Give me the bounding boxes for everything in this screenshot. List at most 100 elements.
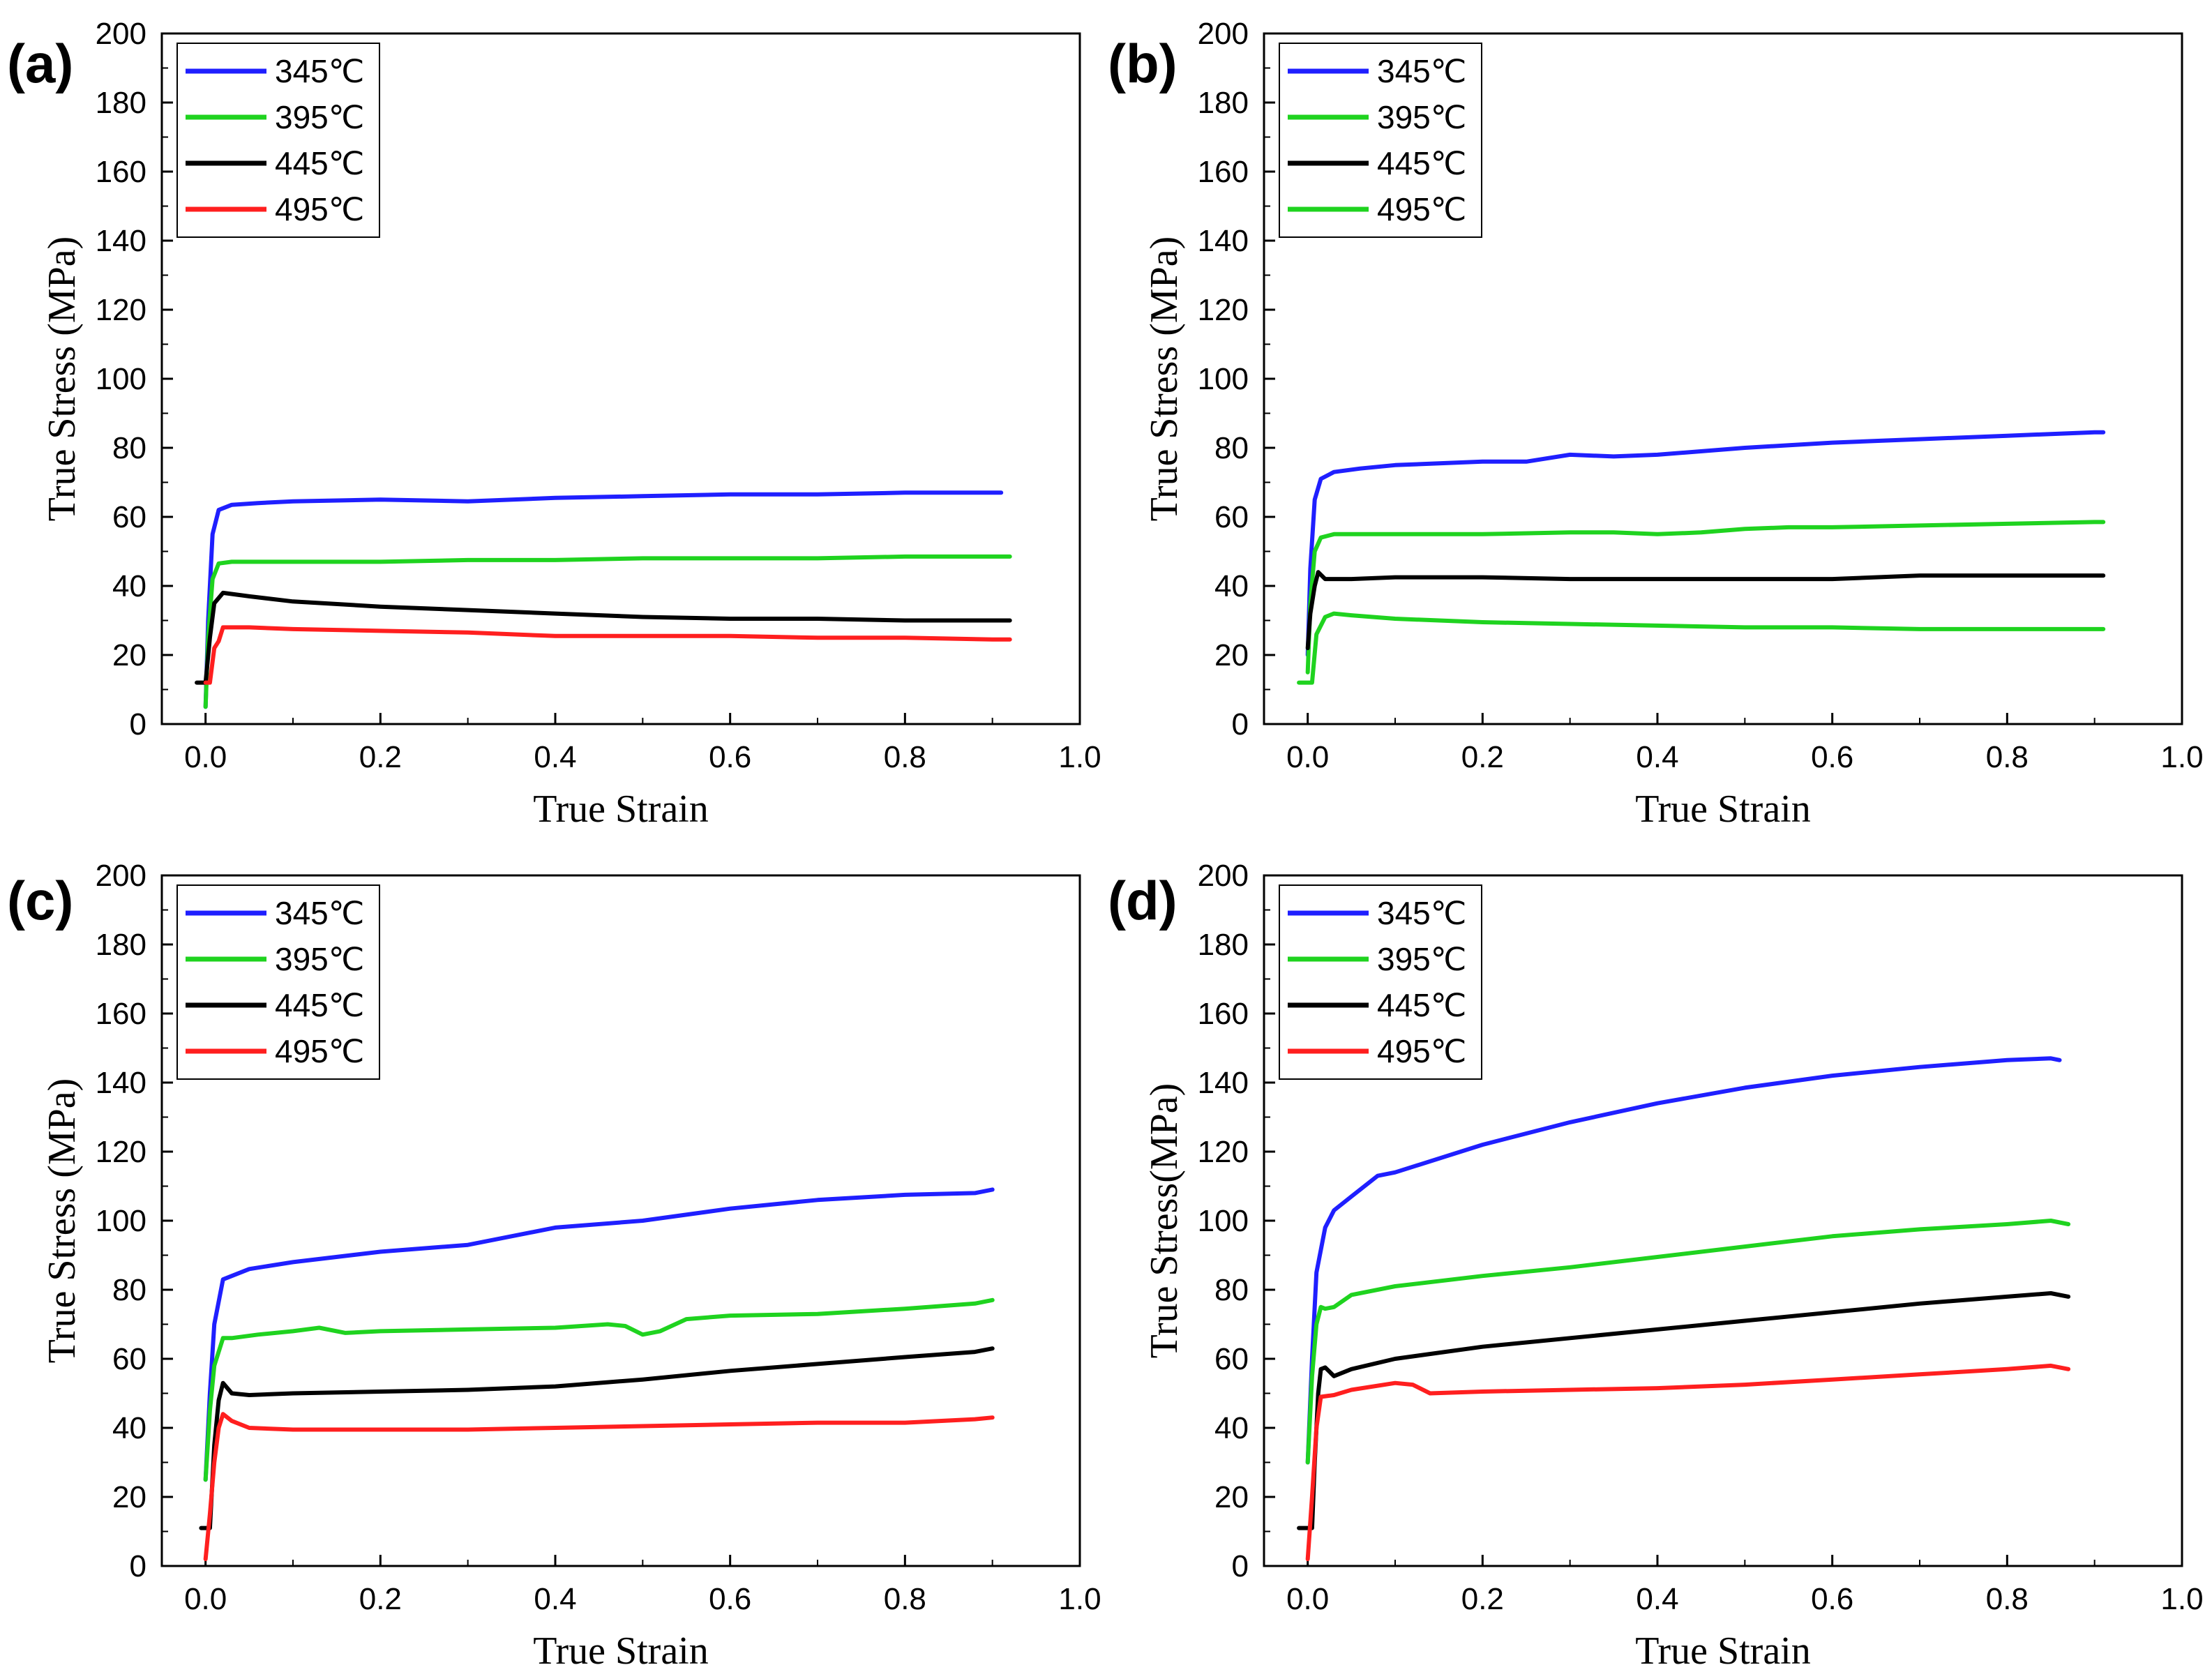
y-tick-label: 20 xyxy=(112,638,146,672)
x-tick-label: 0.6 xyxy=(1811,1582,1853,1616)
x-tick-label: 1.0 xyxy=(2160,740,2203,774)
x-tick-label: 0.8 xyxy=(1986,1582,2029,1616)
series-line-1 xyxy=(1305,520,2106,675)
legend-label: 345℃ xyxy=(1377,895,1466,931)
x-tick-label: 0.8 xyxy=(884,740,926,774)
chart-panel-2: (c) 0 20 40 60 80 100 120 140 160 180 200 0.0 0.2 0.4 0… xyxy=(7,859,1101,1672)
panel-label: (d) xyxy=(1108,870,1178,931)
series-line-2 xyxy=(199,1346,995,1530)
y-tick-label: 160 xyxy=(1198,155,1249,189)
panel-label: (a) xyxy=(7,33,73,94)
chart-panel-0: (a) 0 20 40 60 80 100 120 140 160 180 200 0.0 0.2 0.4 0… xyxy=(7,17,1101,831)
legend-label: 345℃ xyxy=(1377,53,1466,89)
y-tick-label: 120 xyxy=(96,1135,146,1169)
series-line-3 xyxy=(203,625,1012,685)
x-tick-label: 0.0 xyxy=(184,1582,227,1616)
x-tick-label: 0.0 xyxy=(1286,740,1329,774)
y-tick-label: 200 xyxy=(1198,17,1249,51)
y-tick-label: 100 xyxy=(96,1204,146,1238)
y-tick-label: 40 xyxy=(112,569,146,603)
y-axis-label: True Stress (MPa) xyxy=(40,1078,84,1364)
y-tick-label: 40 xyxy=(1214,1411,1249,1445)
x-tick-label: 0.8 xyxy=(884,1582,926,1616)
legend-label: 395℃ xyxy=(275,941,364,977)
y-tick-label: 200 xyxy=(96,859,146,893)
y-tick-label: 40 xyxy=(1214,569,1249,603)
y-axis-label: True Stress (MPa) xyxy=(40,236,84,522)
legend-label: 445℃ xyxy=(275,987,364,1023)
x-tick-label: 1.0 xyxy=(2160,1582,2203,1616)
x-tick-label: 0.2 xyxy=(1461,740,1504,774)
y-tick-label: 180 xyxy=(1198,928,1249,962)
y-tick-label: 0 xyxy=(1232,1549,1249,1583)
y-tick-label: 60 xyxy=(1214,1342,1249,1376)
series-line-0 xyxy=(203,490,1004,709)
y-tick-label: 120 xyxy=(96,293,146,327)
series-line-0 xyxy=(203,1187,995,1482)
y-tick-label: 160 xyxy=(96,155,146,189)
x-tick-label: 0.2 xyxy=(359,1582,402,1616)
y-tick-label: 100 xyxy=(1198,362,1249,396)
x-axis-label: True Strain xyxy=(533,1629,709,1672)
y-tick-label: 80 xyxy=(1214,431,1249,465)
y-tick-label: 20 xyxy=(1214,1480,1249,1514)
x-tick-label: 0.4 xyxy=(1636,740,1678,774)
y-tick-label: 140 xyxy=(1198,1066,1249,1100)
panel-label: (c) xyxy=(7,870,73,931)
x-tick-label: 0.0 xyxy=(1286,1582,1329,1616)
series-line-3 xyxy=(1305,1363,2071,1562)
legend-label: 445℃ xyxy=(275,145,364,181)
legend-label: 345℃ xyxy=(275,53,364,89)
y-axis-label: True Stress(MPa) xyxy=(1143,1083,1186,1359)
y-tick-label: 180 xyxy=(96,928,146,962)
y-tick-label: 40 xyxy=(112,1411,146,1445)
y-tick-label: 100 xyxy=(1198,1204,1249,1238)
y-tick-label: 80 xyxy=(112,1273,146,1307)
y-tick-label: 0 xyxy=(130,707,146,741)
chart-panel-1: (b) 0 20 40 60 80 100 120 140 160 180 200 0.0 0.2 0.4 0… xyxy=(1108,17,2204,831)
y-tick-label: 60 xyxy=(1214,500,1249,534)
panel-label: (b) xyxy=(1108,33,1178,94)
series-line-3 xyxy=(1297,611,2106,685)
y-tick-label: 20 xyxy=(1214,638,1249,672)
legend-box xyxy=(176,884,380,1080)
legend-label: 495℃ xyxy=(1377,191,1466,227)
x-tick-label: 1.0 xyxy=(1058,1582,1101,1616)
y-tick-label: 100 xyxy=(96,362,146,396)
series-line-1 xyxy=(203,1297,995,1482)
legend-box xyxy=(176,43,380,238)
legend-box xyxy=(1279,43,1482,238)
y-tick-label: 160 xyxy=(1198,997,1249,1031)
chart-panel-3: (d) 0 20 40 60 80 100 120 140 160 180 200 0.0 0.2 0.4 0… xyxy=(1108,859,2204,1672)
x-axis-label: True Strain xyxy=(1635,1629,1811,1672)
x-tick-label: 0.6 xyxy=(709,1582,751,1616)
legend-label: 495℃ xyxy=(275,1033,364,1069)
y-tick-label: 180 xyxy=(96,86,146,120)
y-tick-label: 80 xyxy=(112,431,146,465)
y-axis-label: True Stress (MPa) xyxy=(1143,236,1186,522)
series-line-2 xyxy=(1297,1291,2071,1530)
legend-label: 395℃ xyxy=(275,99,364,135)
y-tick-label: 160 xyxy=(96,997,146,1031)
x-tick-label: 0.4 xyxy=(1636,1582,1678,1616)
y-tick-label: 60 xyxy=(112,500,146,534)
series-line-1 xyxy=(203,554,1012,709)
series-line-0 xyxy=(1305,430,2106,657)
y-tick-label: 60 xyxy=(112,1342,146,1376)
legend-box xyxy=(1279,884,1482,1080)
y-tick-label: 80 xyxy=(1214,1273,1249,1307)
legend-label: 495℃ xyxy=(1377,1033,1466,1069)
series-line-1 xyxy=(1305,1219,2071,1465)
x-tick-label: 0.2 xyxy=(1461,1582,1504,1616)
x-tick-label: 0.6 xyxy=(1811,740,1853,774)
y-tick-label: 140 xyxy=(1198,224,1249,258)
x-tick-label: 1.0 xyxy=(1058,740,1101,774)
series-line-0 xyxy=(1305,1056,2062,1465)
y-tick-label: 0 xyxy=(1232,707,1249,741)
legend-label: 395℃ xyxy=(1377,99,1466,135)
legend-label: 445℃ xyxy=(1377,987,1466,1023)
y-tick-label: 120 xyxy=(1198,1135,1249,1169)
x-tick-label: 0.0 xyxy=(184,740,227,774)
legend-label: 345℃ xyxy=(275,895,364,931)
